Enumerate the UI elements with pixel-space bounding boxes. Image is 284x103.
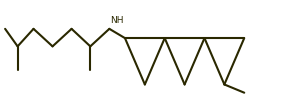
Text: NH: NH — [110, 16, 124, 25]
